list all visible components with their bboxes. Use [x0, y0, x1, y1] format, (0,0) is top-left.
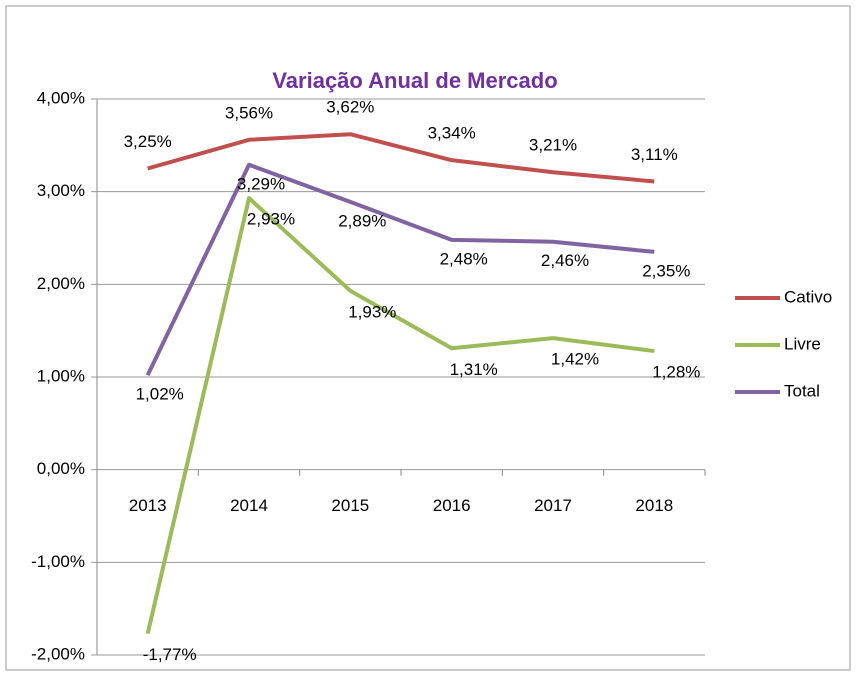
legend-label: Livre — [784, 334, 821, 353]
x-tick-label: 2015 — [331, 496, 369, 515]
data-label: 2,89% — [338, 211, 386, 230]
chart-title: Variação Anual de Mercado — [272, 68, 557, 93]
data-label: 1,02% — [136, 385, 184, 404]
legend-label: Cativo — [784, 287, 832, 306]
data-label: 3,29% — [237, 174, 285, 193]
data-label: 3,62% — [326, 98, 374, 117]
data-label: 2,46% — [541, 251, 589, 270]
data-label: 1,93% — [348, 302, 396, 321]
data-label: 3,56% — [225, 103, 273, 122]
data-label: 2,35% — [642, 261, 690, 280]
chart-frame — [5, 5, 851, 671]
data-label: 3,34% — [428, 124, 476, 143]
x-tick-label: 2017 — [534, 496, 572, 515]
y-tick-label: 2,00% — [37, 274, 85, 293]
series-line — [145, 162, 655, 377]
data-label: 1,28% — [652, 363, 700, 382]
x-tick-label: 2016 — [433, 496, 471, 515]
y-tick-label: 1,00% — [37, 366, 85, 385]
legend-label: Total — [784, 381, 820, 400]
y-tick-label: 3,00% — [37, 181, 85, 200]
series-line — [145, 196, 655, 635]
y-tick-label: 4,00% — [37, 88, 85, 107]
data-label: 1,42% — [551, 350, 599, 369]
y-tick-label: -1,00% — [31, 552, 85, 571]
x-tick-label: 2018 — [635, 496, 673, 515]
x-tick-label: 2014 — [230, 496, 268, 515]
data-label: 3,21% — [529, 136, 577, 155]
data-label: 2,48% — [440, 249, 488, 268]
data-label: 3,11% — [631, 145, 678, 164]
series-line — [147, 132, 655, 184]
y-tick-label: -2,00% — [31, 644, 85, 663]
y-tick-label: 0,00% — [37, 459, 85, 478]
data-label: -1,77% — [143, 645, 197, 664]
data-label: 3,25% — [124, 132, 172, 151]
data-label: 2,93% — [247, 210, 295, 229]
data-label: 1,31% — [450, 360, 498, 379]
x-tick-label: 2013 — [129, 496, 167, 515]
